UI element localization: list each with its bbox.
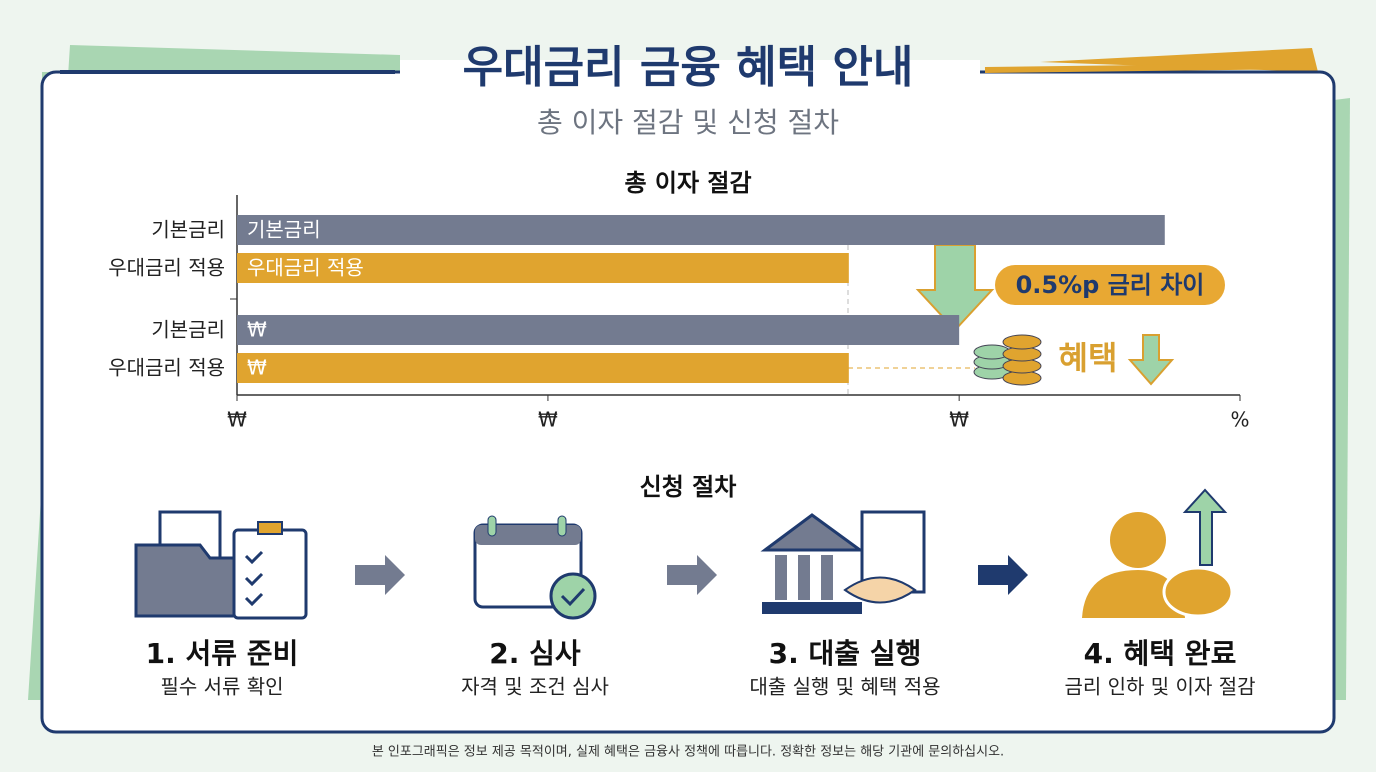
step-title: 2. 심사 — [489, 637, 581, 670]
category-label: 우대금리 적용 — [108, 356, 225, 380]
down-arrow — [915, 244, 995, 332]
title-rule — [984, 63, 1311, 73]
bar — [237, 215, 1165, 245]
bar — [237, 253, 849, 283]
category-label: 기본금리 — [151, 318, 225, 342]
annotation: 0.5%p 금리 차이 — [1016, 271, 1205, 299]
footer: 본 인포그래픽은 정보 제공 목적이며, 실제 혜택은 금융사 정책에 따릅니다… — [372, 745, 1004, 760]
flow-arrow — [667, 555, 717, 595]
bar-label: 기본금리 — [247, 218, 321, 242]
chart-title: 총 이자 절감 — [624, 169, 751, 197]
x-tick-label: ₩ — [538, 408, 558, 432]
category-label: 우대금리 적용 — [108, 256, 225, 280]
step-icon — [134, 510, 308, 620]
down-arrow — [1127, 334, 1175, 386]
coins-icon — [973, 334, 1042, 386]
step-desc: 대출 실행 및 혜택 적용 — [749, 675, 940, 699]
step-icon — [760, 510, 926, 614]
step-desc: 자격 및 조건 심사 — [461, 675, 609, 699]
annotation: 혜택 — [1059, 339, 1118, 377]
title-gap — [400, 60, 980, 90]
annotation-pill — [995, 265, 1225, 305]
category-label: 기본금리 — [151, 218, 225, 242]
subtitle: 총 이자 절감 및 신청 절차 — [537, 106, 839, 139]
step-icon — [473, 515, 597, 620]
step-desc: 금리 인하 및 이자 절감 — [1064, 675, 1255, 699]
decor — [1334, 98, 1350, 700]
flow-arrow — [355, 555, 405, 595]
bar-label: 우대금리 적용 — [247, 256, 364, 280]
flow-arrow — [978, 555, 1028, 595]
bar — [237, 353, 849, 383]
bar — [237, 315, 960, 345]
x-tick-label: % — [1230, 408, 1249, 432]
process-title: 신청 절차 — [640, 473, 737, 501]
step-title: 3. 대출 실행 — [769, 637, 922, 670]
x-tick-label: ₩ — [949, 408, 969, 432]
step-icon — [1082, 488, 1234, 618]
x-tick-label: ₩ — [227, 408, 247, 432]
step-title: 4. 혜택 완료 — [1084, 637, 1237, 670]
bar-label: ₩ — [247, 356, 267, 380]
bar-label: ₩ — [247, 318, 267, 342]
step-title: 1. 서류 준비 — [146, 637, 299, 670]
step-desc: 필수 서류 확인 — [160, 675, 283, 699]
title: 우대금리 금융 혜택 안내 — [463, 42, 914, 93]
